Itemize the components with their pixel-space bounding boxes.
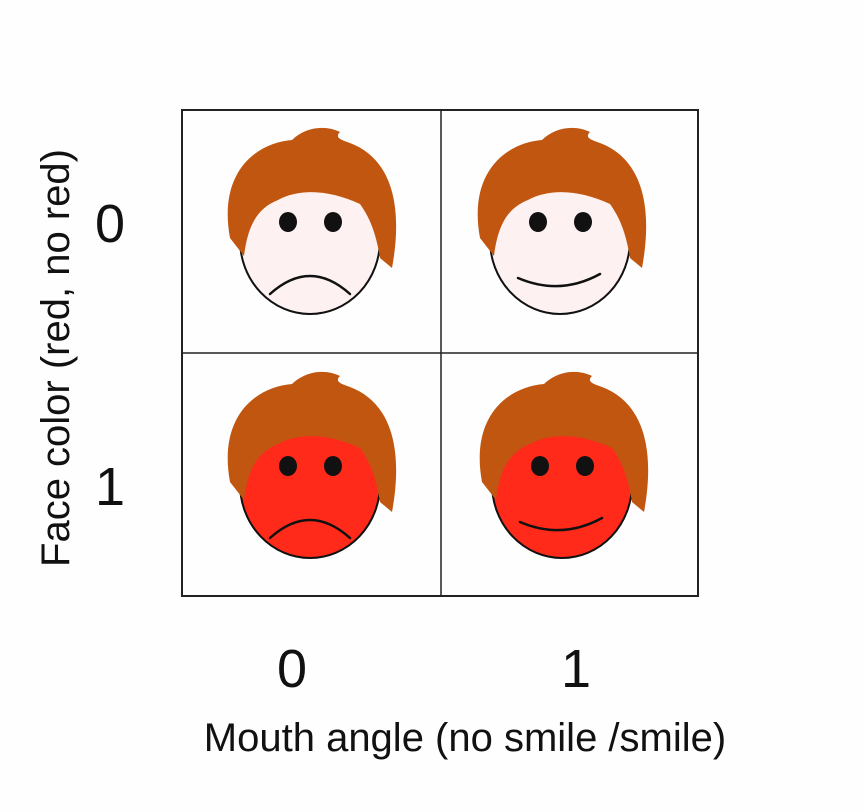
face-hair [227,371,397,512]
face-right-eye [324,456,342,476]
y-tick-0: 0 [94,194,126,254]
face-left-eye [279,456,297,476]
face-mouth-smile [516,272,602,288]
y-tick-1: 1 [94,457,126,517]
face-left-eye [529,212,547,232]
face-left-eye [279,212,297,232]
face-hair [227,127,397,269]
face-red-smile [479,371,649,559]
face-right-eye [324,212,342,232]
x-axis-label: Mouth angle (no smile /smile) [203,716,727,760]
face-mouth-smile [518,516,604,532]
x-tick-0: 0 [276,639,308,699]
y-axis-label: Face color (red, no red) [34,149,78,567]
face-hair [479,371,649,512]
face-hair [477,127,647,269]
face-right-eye [574,212,592,232]
face-red-frown [227,371,397,559]
face-mouth-frown [268,274,352,296]
x-tick-1: 1 [560,639,592,699]
face-plain-smile [477,127,647,315]
face-left-eye [531,456,549,476]
face-plain-frown [227,127,397,315]
face-mouth-frown [268,518,352,540]
face-right-eye [576,456,594,476]
